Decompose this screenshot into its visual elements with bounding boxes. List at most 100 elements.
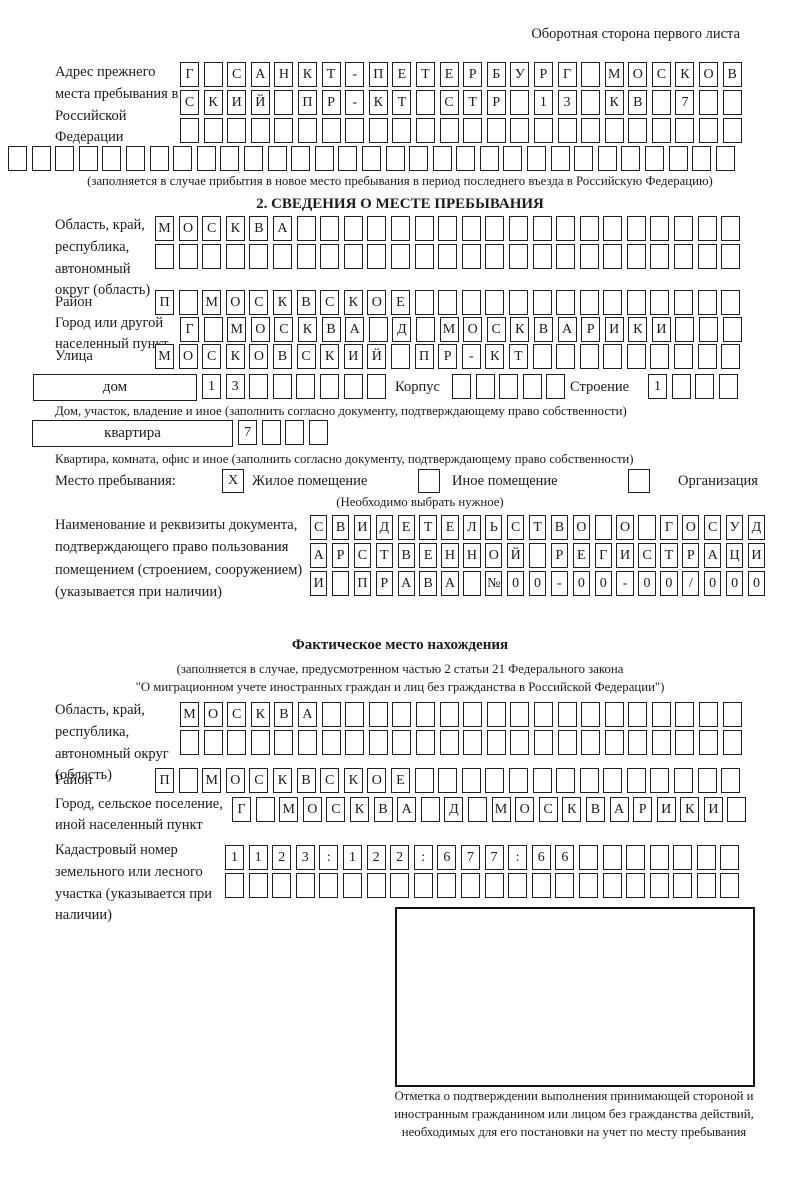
char-box bbox=[546, 374, 566, 399]
char-box: 1 bbox=[248, 845, 268, 870]
char-box bbox=[510, 730, 530, 755]
char-box bbox=[296, 244, 316, 269]
char-box bbox=[556, 290, 576, 315]
char-box bbox=[338, 146, 358, 171]
page-header: Оборотная сторона первого листа bbox=[531, 26, 740, 42]
char-box bbox=[603, 290, 623, 315]
char-box: Р bbox=[331, 543, 350, 568]
house-named-box: дом bbox=[33, 374, 197, 401]
char-box: Ь bbox=[485, 515, 503, 540]
char-box: 1 bbox=[225, 845, 244, 870]
char-box bbox=[510, 118, 530, 143]
actual-district-label: Район bbox=[55, 772, 93, 788]
char-box: О bbox=[699, 62, 719, 87]
char-box: О bbox=[225, 768, 245, 793]
actual-city-label: Город, сельское поселение, иной населенн… bbox=[55, 796, 223, 834]
char-box bbox=[699, 118, 719, 143]
apartment-note: Квартира, комната, офис и иное (заполнит… bbox=[55, 452, 634, 466]
char-box: Р bbox=[550, 543, 569, 568]
char-box bbox=[308, 420, 328, 445]
char-box bbox=[556, 216, 576, 241]
char-box bbox=[285, 420, 305, 445]
char-box: В bbox=[722, 62, 742, 87]
actual-region-label: Область, край, республика, автономный ок… bbox=[55, 702, 169, 784]
char-box bbox=[508, 244, 528, 269]
char-box: Н bbox=[463, 543, 481, 568]
char-box: С bbox=[249, 290, 269, 315]
char-box bbox=[675, 730, 695, 755]
char-box bbox=[196, 146, 216, 171]
char-box: С bbox=[296, 344, 316, 369]
char-box bbox=[55, 146, 75, 171]
char-box bbox=[556, 244, 576, 269]
char-box: К bbox=[297, 62, 317, 87]
char-box: О bbox=[367, 290, 387, 315]
char-box bbox=[650, 244, 670, 269]
char-box: А bbox=[272, 216, 292, 241]
char-box bbox=[467, 797, 487, 822]
char-box bbox=[456, 146, 476, 171]
char-box bbox=[651, 702, 671, 727]
prev-address-row-4 bbox=[8, 146, 735, 171]
char-box: К bbox=[604, 90, 624, 115]
char-box: О bbox=[178, 216, 198, 241]
char-box: 0 bbox=[594, 571, 612, 596]
char-box bbox=[626, 290, 646, 315]
char-box: И bbox=[656, 797, 676, 822]
option-inoe-label: Иное помещение bbox=[452, 473, 558, 489]
char-box bbox=[78, 146, 98, 171]
char-box bbox=[503, 146, 523, 171]
stamp-box bbox=[395, 907, 755, 1087]
char-box bbox=[555, 873, 575, 898]
char-box bbox=[699, 730, 719, 755]
cadastre-row-2 bbox=[225, 873, 740, 898]
char-box: Р bbox=[438, 344, 458, 369]
stay-type-label: Место пребывания: bbox=[55, 473, 176, 489]
char-box: М bbox=[202, 290, 222, 315]
char-box bbox=[485, 216, 505, 241]
char-box bbox=[581, 702, 601, 727]
char-box bbox=[291, 146, 311, 171]
char-box: Й bbox=[367, 344, 387, 369]
char-box bbox=[508, 768, 528, 793]
char-box: М bbox=[227, 317, 247, 342]
char-box bbox=[319, 873, 339, 898]
char-box bbox=[718, 374, 738, 399]
char-box bbox=[626, 768, 646, 793]
char-box bbox=[626, 873, 646, 898]
char-box bbox=[510, 90, 530, 115]
char-box: С bbox=[249, 768, 269, 793]
char-box bbox=[438, 768, 458, 793]
char-box bbox=[345, 702, 365, 727]
char-box: В bbox=[296, 768, 316, 793]
char-box bbox=[532, 344, 552, 369]
char-box: Т bbox=[528, 515, 547, 540]
char-box: 7 bbox=[460, 845, 480, 870]
char-box bbox=[674, 344, 694, 369]
char-box bbox=[368, 118, 388, 143]
char-box bbox=[225, 244, 245, 269]
char-box bbox=[626, 216, 646, 241]
district-label: Район bbox=[55, 294, 93, 310]
char-box bbox=[272, 873, 292, 898]
char-box bbox=[125, 146, 145, 171]
char-box bbox=[486, 730, 506, 755]
char-box: И bbox=[651, 317, 671, 342]
char-box bbox=[556, 344, 576, 369]
char-box: О bbox=[463, 317, 483, 342]
char-box bbox=[581, 62, 601, 87]
char-box: Т bbox=[463, 90, 483, 115]
char-box bbox=[321, 118, 341, 143]
char-box bbox=[557, 702, 577, 727]
char-box: Г bbox=[232, 797, 251, 822]
char-box bbox=[533, 730, 553, 755]
char-box bbox=[225, 873, 244, 898]
char-box: К bbox=[343, 290, 363, 315]
char-box: О bbox=[572, 515, 590, 540]
char-box bbox=[699, 702, 719, 727]
char-box: В bbox=[419, 571, 437, 596]
char-box bbox=[432, 146, 452, 171]
char-box bbox=[437, 873, 457, 898]
char-box bbox=[343, 374, 363, 399]
